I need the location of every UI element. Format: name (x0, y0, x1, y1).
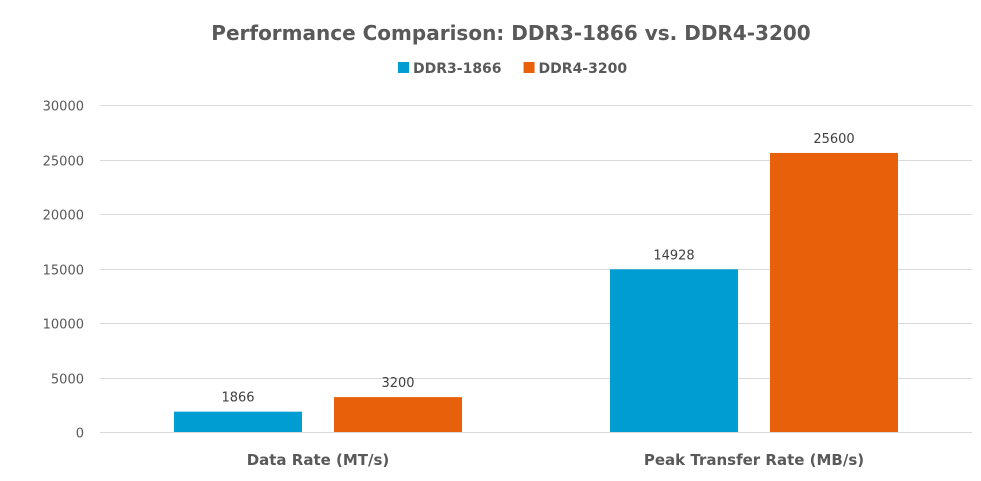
y-tick-label: 10000 (43, 318, 84, 333)
bar (334, 397, 462, 432)
data-label: 1866 (221, 391, 254, 406)
gridlines (100, 105, 972, 433)
y-axis-ticks: 0 5000 10000 15000 20000 25000 30000 (43, 100, 84, 442)
x-category-label: Data Rate (MT/s) (247, 451, 390, 469)
data-label: 25600 (813, 132, 854, 147)
bar (174, 411, 302, 432)
y-tick-label: 0 (76, 427, 84, 442)
y-tick-label: 30000 (43, 100, 84, 115)
chart-title: Performance Comparison: DDR3-1866 vs. DD… (211, 21, 810, 45)
legend: DDR3-1866 DDR4-3200 (398, 61, 627, 77)
legend-swatch (523, 62, 535, 73)
x-axis-categories: Data Rate (MT/s) Peak Transfer Rate (MB/s… (247, 451, 864, 469)
legend-label: DDR4-3200 (539, 61, 628, 77)
bar (770, 152, 898, 432)
data-label: 14928 (653, 248, 694, 263)
y-tick-label: 5000 (51, 373, 84, 388)
bar (610, 269, 738, 432)
y-tick-label: 20000 (43, 209, 84, 224)
x-category-label: Peak Transfer Rate (MB/s) (644, 451, 864, 469)
legend-swatch (398, 62, 409, 73)
data-label: 3200 (381, 376, 414, 391)
y-tick-label: 25000 (43, 155, 84, 170)
y-tick-label: 15000 (43, 264, 84, 279)
bars (174, 152, 898, 432)
legend-label: DDR3-1866 (413, 61, 502, 77)
data-labels: 1866 3200 14928 25600 (221, 132, 854, 406)
